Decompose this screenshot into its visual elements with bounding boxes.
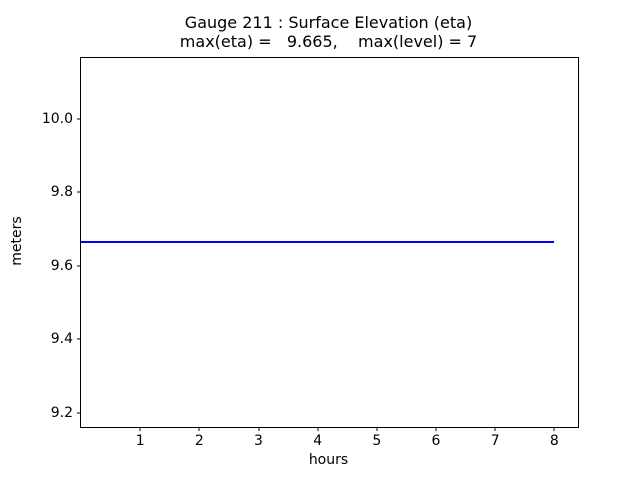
series-line-surface-elevation-eta	[81, 240, 555, 243]
y-axis-label: meters	[9, 216, 25, 266]
y-tick-label: 9.2	[50, 405, 73, 422]
x-tick-label: 7	[490, 433, 500, 449]
x-tick-label: 1	[135, 433, 145, 449]
chart-title-block: Gauge 211 : Surface Elevation (eta) max(…	[80, 13, 577, 51]
x-axis-label: hours	[308, 452, 349, 468]
x-tick-label: 3	[254, 433, 263, 449]
plot-area: 1 2 3 4 5 6 7 8 9.2 9.4 9.6 9.8 10.0	[42, 57, 579, 449]
x-tick-label: 4	[313, 433, 323, 449]
chart-title: Gauge 211 : Surface Elevation (eta)	[184, 13, 473, 32]
x-tick-mark	[553, 427, 555, 431]
x-tick-label: 8	[549, 433, 559, 449]
y-tick-label: 9.8	[50, 184, 73, 201]
y-tick-label: 9.4	[50, 331, 73, 348]
y-tick-mark	[77, 191, 81, 193]
x-tick-mark	[494, 427, 496, 431]
x-tick-mark	[139, 427, 141, 431]
x-tick-mark	[317, 427, 319, 431]
y-tick-mark	[77, 412, 81, 414]
x-tick-label: 2	[194, 433, 204, 449]
x-tick-mark	[258, 427, 259, 431]
y-tick-label: 9.6	[50, 257, 73, 274]
y-tick-mark	[77, 338, 81, 340]
y-tick-mark	[77, 118, 81, 120]
x-tick-mark	[435, 427, 437, 431]
y-tick-mark	[77, 265, 81, 267]
x-tick-mark	[376, 427, 378, 431]
chart-subtitle: max(eta) = 9.665, max(level) = 7	[179, 32, 478, 51]
x-tick-mark	[198, 427, 200, 431]
y-tick-label: 10.0	[41, 110, 73, 127]
x-tick-label: 5	[372, 433, 382, 449]
x-tick-label: 6	[431, 433, 441, 449]
